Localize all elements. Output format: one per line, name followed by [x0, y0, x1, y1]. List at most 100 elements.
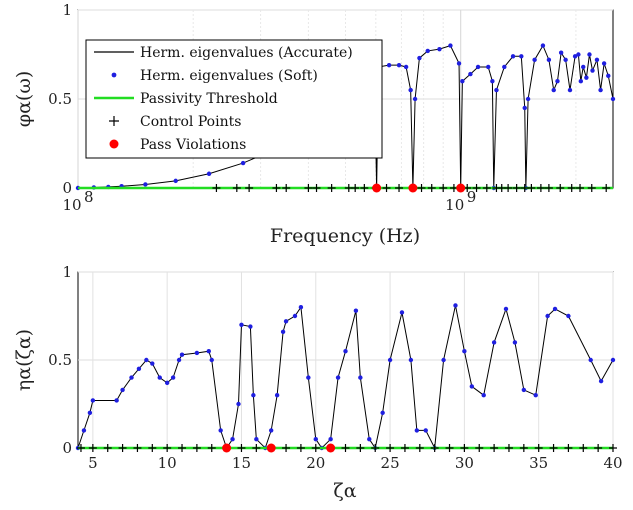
bottom-control-point [207, 444, 216, 452]
top-control-point [232, 184, 241, 192]
bottom-soft-point [552, 306, 558, 312]
top-soft-point [525, 96, 531, 102]
top-soft-point [581, 64, 586, 70]
bottom-control-point [178, 444, 187, 452]
legend-label-control: Control Points [140, 114, 241, 130]
bottom-control-point [371, 444, 380, 452]
bottom-soft-point [328, 437, 333, 442]
top-control-point [312, 184, 321, 192]
top-soft-point [558, 50, 564, 55]
bottom-soft-point [503, 306, 509, 312]
top-soft-point [412, 96, 418, 102]
legend-box [85, 39, 383, 159]
top-control-point [482, 184, 491, 192]
top-control-point [567, 184, 576, 192]
bottom-soft-point [81, 428, 87, 433]
bottom-x-axis-label: ζα [333, 480, 356, 502]
bottom-soft-point [144, 357, 149, 363]
bottom-soft-point [566, 313, 571, 319]
top-soft-point [555, 79, 560, 84]
bottom-soft-point [150, 361, 155, 366]
bottom-series [75, 303, 617, 453]
top-soft-point [578, 79, 584, 84]
top-soft-point [437, 46, 442, 52]
bottom-soft-point [254, 437, 259, 442]
bottom-soft-point [283, 319, 289, 324]
bottom-plot-panel: 00.515 10 15 20 25 30 35 40 ζα ηα(ζα) [13, 263, 623, 502]
bottom-violation-point [326, 443, 336, 453]
bottom-soft-point [248, 324, 253, 329]
top-control-point [360, 184, 369, 192]
bottom-soft-point [358, 375, 363, 380]
top-soft-point [468, 71, 473, 77]
bottom-control-point [519, 444, 528, 452]
bottom-violation-point [266, 443, 276, 453]
legend: Herm. eigenvalues (Accurate) Herm. eigen… [85, 39, 383, 159]
top-soft-point [494, 87, 499, 93]
bottom-soft-point [481, 393, 486, 398]
legend-entry-violations: Pass Violations [109, 137, 246, 153]
bottom-soft-point [164, 380, 170, 386]
bottom-soft-point [206, 349, 211, 354]
top-soft-point [143, 182, 148, 187]
bottom-soft-point [343, 349, 348, 354]
bottom-soft-point [120, 387, 125, 393]
bottom-control-point [609, 444, 617, 452]
top-soft-point [519, 54, 524, 59]
bottom-control-point [118, 444, 127, 452]
bottom-control-point [490, 444, 499, 452]
top-soft-point [396, 62, 402, 68]
top-soft-point [408, 87, 413, 93]
top-soft-point [456, 61, 462, 66]
bottom-soft-point [157, 375, 162, 380]
bottom-soft-point [292, 313, 298, 319]
bottom-x-tick-label: 5 [88, 454, 98, 472]
top-x-tick-label: 10 [62, 196, 81, 214]
bottom-soft-point [268, 428, 274, 433]
top-soft-point [206, 171, 212, 176]
bottom-soft-point [170, 375, 176, 380]
top-soft-point [540, 43, 546, 48]
top-x-tick-exponent: 9 [467, 188, 477, 206]
top-soft-point [590, 68, 595, 73]
top-soft-point [417, 55, 422, 61]
bottom-soft-point [298, 305, 304, 310]
legend-swatch-soft [111, 72, 117, 78]
bottom-control-point [400, 444, 409, 452]
bottom-soft-point [469, 384, 475, 389]
top-soft-point [587, 52, 592, 57]
bottom-x-tick-label: 35 [529, 454, 548, 472]
bottom-soft-point [239, 322, 244, 327]
top-control-point [282, 184, 291, 192]
top-control-point [576, 184, 585, 192]
legend-entry-accurate: Herm. eigenvalues (Accurate) [94, 45, 353, 61]
top-control-point [504, 184, 513, 192]
bottom-soft-point [87, 410, 93, 415]
top-control-point [272, 184, 281, 192]
top-soft-point [486, 64, 491, 70]
bottom-soft-point [230, 437, 235, 442]
legend-label-accurate: Herm. eigenvalues (Accurate) [140, 45, 353, 61]
top-violation-point [408, 183, 418, 193]
bottom-soft-point [313, 437, 318, 442]
bottom-soft-point [176, 357, 182, 363]
top-soft-point [425, 48, 430, 54]
bottom-x-tick-label: 10 [158, 454, 177, 472]
bottom-soft-point [610, 357, 616, 363]
top-control-point [212, 184, 221, 192]
top-control-point [351, 184, 360, 192]
top-control-point [304, 184, 313, 192]
bottom-control-point [445, 444, 454, 452]
bottom-control-point [133, 444, 142, 452]
bottom-control-point [430, 444, 439, 452]
legend-label-threshold: Passivity Threshold [140, 91, 278, 107]
top-soft-point [403, 64, 409, 70]
bottom-soft-point [380, 410, 385, 415]
bottom-soft-point [441, 357, 446, 363]
top-soft-point [563, 57, 568, 63]
top-control-point [439, 184, 448, 192]
top-soft-point [598, 87, 603, 93]
legend-entry-soft: Herm. eigenvalues (Soft) [111, 68, 318, 84]
legend-swatch-violations [109, 139, 119, 149]
bottom-control-point [549, 444, 558, 452]
